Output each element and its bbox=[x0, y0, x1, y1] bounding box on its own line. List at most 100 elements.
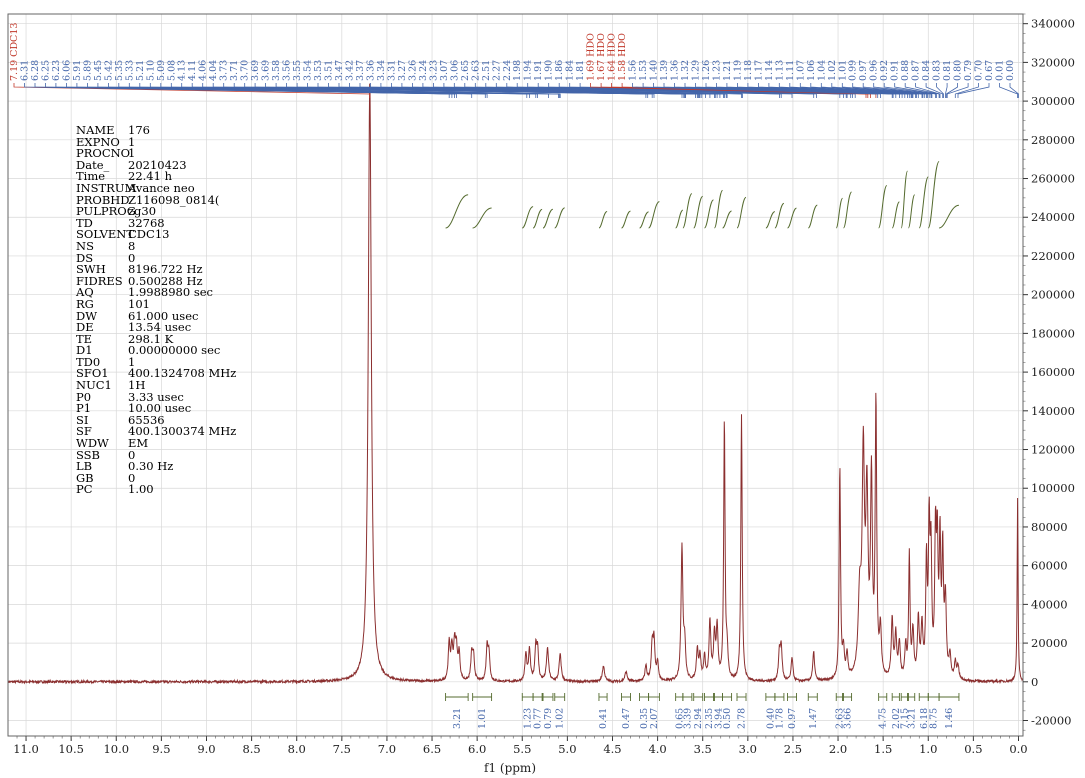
integral-value: 3.66 bbox=[843, 708, 854, 729]
parameter-key: INSTRUM bbox=[76, 180, 137, 195]
y-tick-label: 140000 bbox=[1031, 404, 1075, 418]
integral-value: 1.02 bbox=[555, 708, 566, 729]
integral-value: 2.07 bbox=[649, 708, 660, 729]
parameter-key: WDW bbox=[76, 436, 109, 451]
x-tick-label: 10.5 bbox=[58, 742, 84, 756]
peak-label: 1.14 bbox=[764, 60, 775, 81]
parameter-key: SOLVENT bbox=[76, 227, 135, 242]
peak-label: 1.90 bbox=[544, 60, 555, 81]
peak-connector bbox=[862, 83, 932, 98]
integral-curve bbox=[722, 210, 732, 229]
parameter-value: 101 bbox=[128, 296, 150, 311]
integral-curve bbox=[704, 199, 714, 229]
integral-curve bbox=[878, 185, 888, 229]
peak-label: 5.35 bbox=[114, 60, 125, 81]
peak-label: 5.33 bbox=[124, 60, 135, 81]
y-tick-label: 220000 bbox=[1031, 249, 1075, 263]
parameter-row: TD0 1 bbox=[76, 356, 236, 369]
peak-connector bbox=[873, 83, 933, 98]
x-tick-label: 9.5 bbox=[152, 742, 170, 756]
y-tick-label: 300000 bbox=[1031, 94, 1075, 108]
y-tick-label: 100000 bbox=[1031, 481, 1075, 495]
x-tick-label: 2.5 bbox=[784, 742, 802, 756]
peak-label: 5.45 bbox=[93, 60, 104, 81]
parameter-row: PC 1.00 bbox=[76, 484, 236, 496]
axes: 11.0 10.5 10.0 9.5 9.0 8.5 8.0 7.5 7.0 6.5 6.0 5.5 5… bbox=[7, 13, 1075, 756]
peak-label: 3.06 bbox=[449, 60, 460, 81]
peak-label: 3.23 bbox=[428, 60, 439, 81]
integral-value: 0.79 bbox=[543, 708, 554, 729]
x-tick-label: 6.5 bbox=[423, 742, 441, 756]
parameter-row: SFO1 400.1324708 MHz bbox=[76, 368, 236, 380]
peak-label: 3.56 bbox=[282, 60, 293, 81]
parameter-key: Date_ bbox=[76, 157, 110, 172]
peak-label: 6.06 bbox=[61, 60, 72, 81]
parameter-row: NS 8 bbox=[76, 238, 236, 253]
peak-connector bbox=[789, 83, 919, 98]
x-tick-label: 9.0 bbox=[197, 742, 215, 756]
peak-connector bbox=[925, 83, 944, 98]
parameter-value: 1H bbox=[128, 378, 146, 393]
peak-label: 1.29 bbox=[691, 60, 702, 81]
parameter-row: P1 10.00 usec bbox=[76, 403, 236, 415]
integral-value: 0.77 bbox=[533, 708, 544, 729]
y-tick-label: 200000 bbox=[1031, 288, 1075, 302]
parameter-key: D1 bbox=[76, 343, 93, 358]
y-tick-label: 340000 bbox=[1031, 17, 1075, 31]
parameter-value: 32768 bbox=[128, 215, 165, 230]
parameter-value: 3.33 usec bbox=[128, 389, 184, 404]
parameter-row: P0 3.33 usec bbox=[76, 389, 236, 404]
y-tick-label: 160000 bbox=[1031, 365, 1075, 379]
x-tick-label: 4.0 bbox=[648, 742, 666, 756]
peak-label: 3.42 bbox=[345, 60, 356, 81]
parameter-row: FIDRES 0.500288 Hz bbox=[76, 275, 236, 288]
peak-connector bbox=[945, 83, 948, 98]
parameter-value: Avance neo bbox=[128, 180, 195, 195]
integral-value: 0.35 bbox=[639, 708, 650, 729]
integral-value: 0.40 bbox=[765, 708, 776, 729]
peak-label: 3.24 bbox=[418, 60, 429, 81]
parameter-row: SOLVENTCDC13 bbox=[76, 229, 236, 241]
y-tick-label: 60000 bbox=[1031, 559, 1068, 573]
parameter-key: EXPNO bbox=[76, 134, 120, 149]
x-tick-label: 8.0 bbox=[288, 742, 306, 756]
peak-label: 1.40 bbox=[649, 60, 660, 81]
peak-label: 4.04 bbox=[208, 60, 219, 81]
parameter-value: 61.000 usec bbox=[128, 308, 199, 323]
peak-label: 1.39 bbox=[659, 60, 670, 81]
parameter-key: PROBHD bbox=[76, 192, 130, 207]
parameter-value: 8 bbox=[128, 238, 136, 253]
integral-value: 2.35 bbox=[704, 708, 715, 729]
peak-connector bbox=[170, 83, 561, 98]
peak-connector bbox=[954, 83, 979, 98]
peak-labels: 7.19 CDC13 6.31 6.28 6.25 6.23 6.06 5.91 5.89 5.… bbox=[9, 23, 1016, 81]
parameter-row: SSB 0 bbox=[76, 449, 236, 462]
peak-label: 5.42 bbox=[103, 60, 114, 81]
integral-value: 2.63 bbox=[834, 708, 845, 729]
parameter-row: INSTRUMAvance neo bbox=[76, 180, 236, 195]
integral-curve bbox=[445, 194, 469, 229]
integral-value: 1.01 bbox=[477, 708, 488, 729]
peak-connector bbox=[453, 83, 743, 98]
integral-curve bbox=[843, 191, 853, 229]
peak-connector bbox=[820, 83, 926, 98]
integral-curve bbox=[472, 207, 492, 229]
integral-value: 1.47 bbox=[808, 708, 819, 729]
peak-label: 7.19 CDC13 bbox=[9, 23, 20, 81]
integral-curve bbox=[774, 202, 785, 229]
integral-curve bbox=[598, 211, 608, 229]
parameter-key: PC bbox=[76, 482, 93, 497]
integral-value: 2.78 bbox=[737, 708, 748, 729]
parameter-row: TE 298.1 K bbox=[76, 333, 236, 346]
peak-connector bbox=[852, 83, 930, 98]
parameter-row: EXPNO 1 bbox=[76, 134, 236, 149]
parameter-key: SWH bbox=[76, 262, 106, 277]
parameter-key: P1 bbox=[76, 401, 92, 416]
parameter-row: NUC1 1H bbox=[76, 378, 236, 393]
x-tick-label: 4.5 bbox=[603, 742, 621, 756]
parameter-value: 1.9988980 sec bbox=[128, 285, 213, 300]
integral-curve bbox=[532, 208, 543, 229]
peak-connector bbox=[999, 83, 1018, 98]
integral-curve bbox=[621, 210, 631, 229]
parameter-value: 20210423 bbox=[128, 157, 187, 172]
